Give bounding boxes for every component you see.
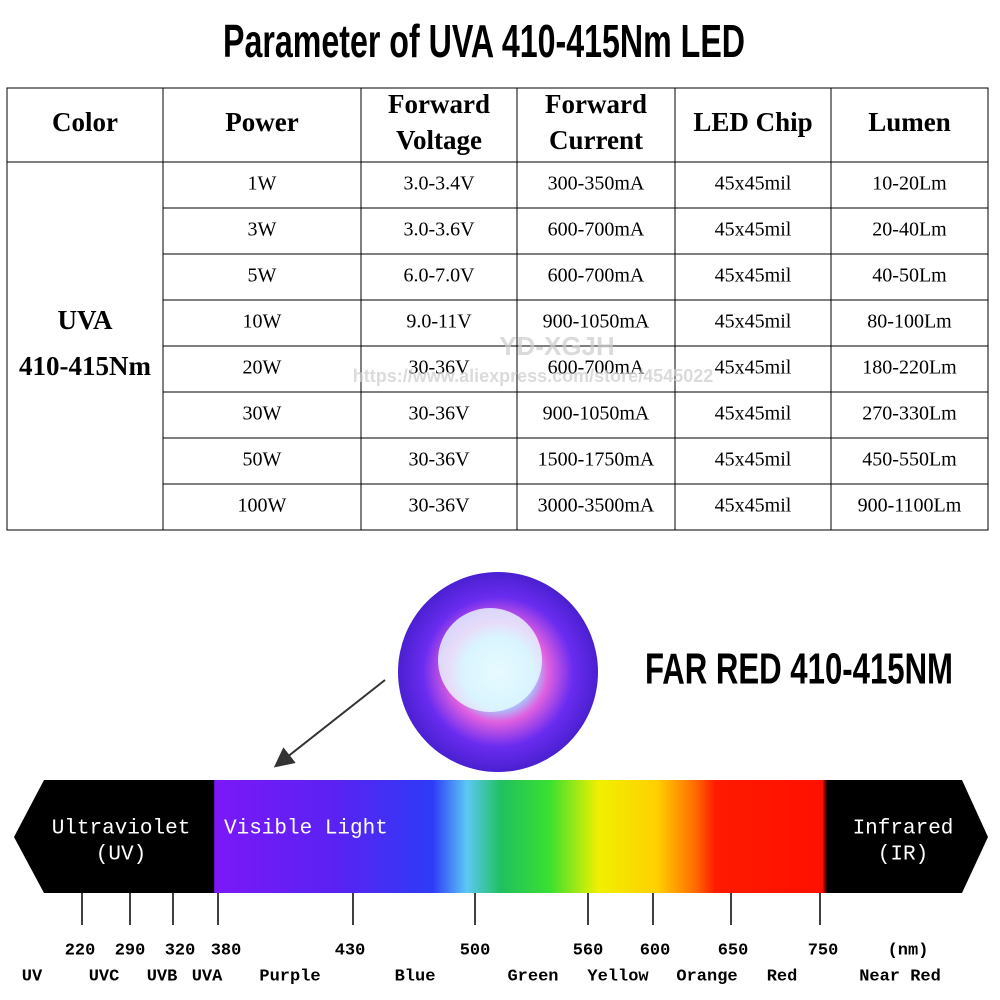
- header-cell: Voltage: [396, 125, 482, 155]
- pointer-arrow: [273, 679, 386, 768]
- table-cell: 45x45mil: [715, 173, 792, 195]
- table-cell: 10-20Lm: [872, 173, 947, 195]
- title: Parameter of UVA 410-415Nm LED: [223, 15, 745, 67]
- table-cell: 180-220Lm: [862, 357, 957, 379]
- visible-label: Visible Light: [224, 818, 388, 841]
- table-cell: 30-36V: [408, 403, 470, 425]
- table-cell: 30-36V: [408, 357, 470, 379]
- band-label: Orange: [676, 967, 737, 986]
- table-cell: 50W: [243, 449, 282, 471]
- header-cell: Forward: [545, 89, 647, 119]
- group-cell: 410-415Nm: [19, 351, 151, 381]
- led-label: FAR RED 410-415NM: [645, 645, 953, 694]
- header-cell: Power: [225, 107, 298, 137]
- table-cell: 450-550Lm: [862, 449, 957, 471]
- table-cell: 9.0-11V: [406, 311, 472, 333]
- table-cell: 45x45mil: [715, 495, 792, 517]
- tick-label: 220: [65, 941, 96, 960]
- table-cell: 45x45mil: [715, 219, 792, 241]
- table-cell: 30W: [243, 403, 282, 425]
- band-label: UVC: [89, 967, 120, 986]
- tick-label: 750: [808, 941, 839, 960]
- tick-label: 320: [165, 941, 196, 960]
- table-border: [6, 87, 989, 531]
- table-cell: 100W: [238, 495, 287, 517]
- table-cell: 5W: [248, 265, 277, 287]
- table-cell: 80-100Lm: [867, 311, 952, 333]
- spec-table: Color Power Forward Voltage Forward Current LE…: [6, 87, 989, 531]
- tick-label: 380: [211, 941, 242, 960]
- header-cell: Lumen: [868, 107, 951, 137]
- spectrum-band: [14, 780, 988, 893]
- band-label: Red: [767, 967, 798, 986]
- tick-label: 650: [718, 941, 749, 960]
- table-cell: 30-36V: [408, 495, 470, 517]
- table-cell: 600-700mA: [548, 219, 645, 241]
- table-cell: 270-330Lm: [862, 403, 957, 425]
- tick-label: 560: [573, 941, 604, 960]
- band-label: Green: [507, 967, 558, 986]
- table-cell: 10W: [243, 311, 282, 333]
- table-cell: 3.0-3.6V: [403, 219, 475, 241]
- group-cell: UVA: [57, 305, 113, 335]
- table-cell: 30-36V: [408, 449, 470, 471]
- band-label: UV: [22, 967, 43, 986]
- unit-label: (nm): [888, 941, 929, 960]
- table-cell: 45x45mil: [715, 449, 792, 471]
- table-cell: 300-350mA: [548, 173, 645, 195]
- table-cell: 45x45mil: [715, 357, 792, 379]
- band-label: Blue: [395, 967, 436, 986]
- table-cell: 3000-3500mA: [538, 495, 655, 517]
- header-cell: Color: [52, 107, 118, 137]
- table-cell: 6.0-7.0V: [403, 265, 475, 287]
- band-label: UVB: [147, 967, 178, 986]
- led-core: [438, 608, 542, 712]
- table-cell: 3.0-3.4V: [403, 173, 475, 195]
- table-cell: 40-50Lm: [872, 265, 947, 287]
- tick-label: 500: [460, 941, 491, 960]
- table-cell: 45x45mil: [715, 403, 792, 425]
- tick-label: 600: [640, 941, 671, 960]
- table-cell: 45x45mil: [715, 265, 792, 287]
- watermark: YD-XGJH: [499, 331, 615, 361]
- band-label: Near Red: [859, 967, 941, 986]
- header-cell: Current: [549, 125, 643, 155]
- tick-label: 430: [335, 941, 366, 960]
- band-label: Yellow: [587, 967, 649, 986]
- table-cell: 900-1050mA: [543, 403, 650, 425]
- tick-label: 290: [115, 941, 146, 960]
- band-label: Purple: [259, 967, 320, 986]
- uv-label: (UV): [96, 844, 146, 867]
- header-cell: LED Chip: [693, 107, 812, 137]
- watermark-url: https://www.aliexpress.com/store/4545022: [353, 366, 714, 386]
- table-cell: 3W: [248, 219, 277, 241]
- uv-label: Ultraviolet: [52, 818, 191, 841]
- spectrum: Ultraviolet (UV) Visible Light Infrared (IR)…: [22, 818, 954, 987]
- table-cell: 1500-1750mA: [538, 449, 655, 471]
- table-cell: 1W: [248, 173, 277, 195]
- table-cell: 900-1050mA: [543, 311, 650, 333]
- table-cell: 600-700mA: [548, 265, 645, 287]
- table-cell: 20-40Lm: [872, 219, 947, 241]
- table-cell: 45x45mil: [715, 311, 792, 333]
- header-cell: Forward: [388, 89, 490, 119]
- table-cell: 900-1100Lm: [858, 495, 962, 517]
- table-cell: 20W: [243, 357, 282, 379]
- ir-label: (IR): [878, 844, 928, 867]
- band-label: UVA: [192, 967, 223, 986]
- ir-label: Infrared: [853, 818, 954, 841]
- table-cell: 600-700mA: [548, 357, 645, 379]
